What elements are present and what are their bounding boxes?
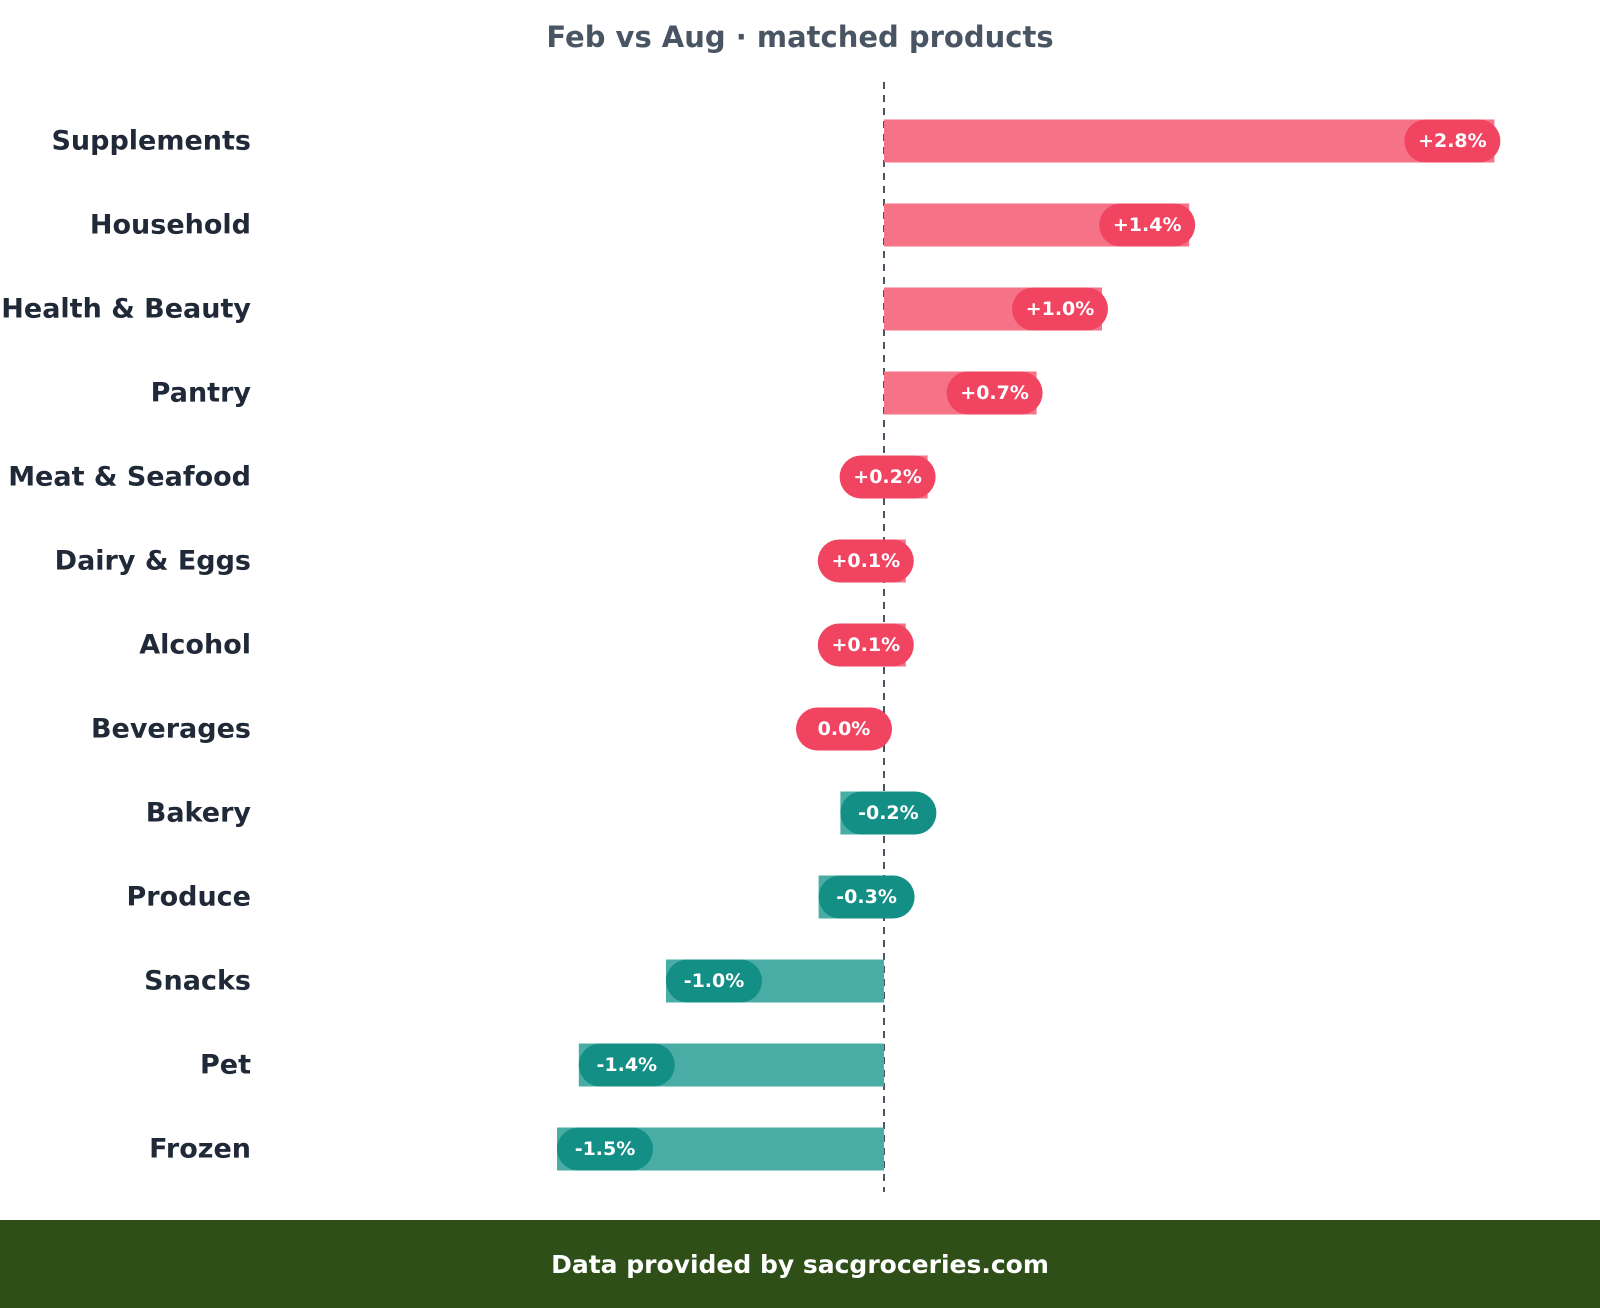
value-pill <box>839 455 936 499</box>
category-label: Pantry <box>151 378 252 409</box>
category-label: Health & Beauty <box>1 294 251 325</box>
category-label: Frozen <box>149 1134 251 1165</box>
bar-chart: Supplements +2.8% Household +1.4% Health & B… <box>1 82 1501 1192</box>
category-label: Bakery <box>146 798 252 829</box>
category-label: Household <box>90 210 251 241</box>
footer-banner: Data provided by sacgroceries.com <box>0 1220 1600 1308</box>
data-label: +0.2% <box>853 466 922 488</box>
category-label: Dairy & Eggs <box>55 546 251 577</box>
category-label: Beverages <box>91 714 251 745</box>
data-label: +1.4% <box>1113 214 1182 236</box>
value-pill <box>578 1043 675 1087</box>
value-pill <box>818 875 915 919</box>
value-pill <box>1404 119 1501 163</box>
category-label: Pet <box>200 1050 251 1081</box>
data-label: +0.7% <box>960 382 1029 404</box>
value-pill <box>817 623 914 667</box>
data-label: +0.1% <box>831 634 900 656</box>
value-pill <box>1012 287 1108 331</box>
category-label: Produce <box>126 882 251 913</box>
category-label: Meat & Seafood <box>8 462 251 493</box>
value-pill <box>840 791 937 835</box>
data-label: -1.5% <box>575 1138 636 1160</box>
data-label: 0.0% <box>818 718 871 740</box>
data-label: -1.0% <box>684 970 745 992</box>
data-label: -1.4% <box>597 1054 658 1076</box>
data-label: +0.1% <box>831 550 900 572</box>
data-label: -0.3% <box>836 886 897 908</box>
value-pill <box>817 539 914 583</box>
value-pill <box>796 707 892 751</box>
value-pill <box>1099 203 1196 247</box>
value-pill <box>557 1127 653 1171</box>
data-label: +1.0% <box>1026 298 1095 320</box>
category-label: Snacks <box>144 966 251 997</box>
bar <box>884 119 1495 163</box>
data-label: -0.2% <box>858 802 919 824</box>
chart-title: Feb vs Aug · matched products <box>546 20 1054 54</box>
footer-credit: Data provided by sacgroceries.com <box>551 1249 1049 1279</box>
category-label: Supplements <box>51 126 251 157</box>
category-label: Alcohol <box>139 630 251 661</box>
value-pill <box>666 959 762 1003</box>
value-pill <box>946 371 1043 415</box>
data-label: +2.8% <box>1418 130 1487 152</box>
